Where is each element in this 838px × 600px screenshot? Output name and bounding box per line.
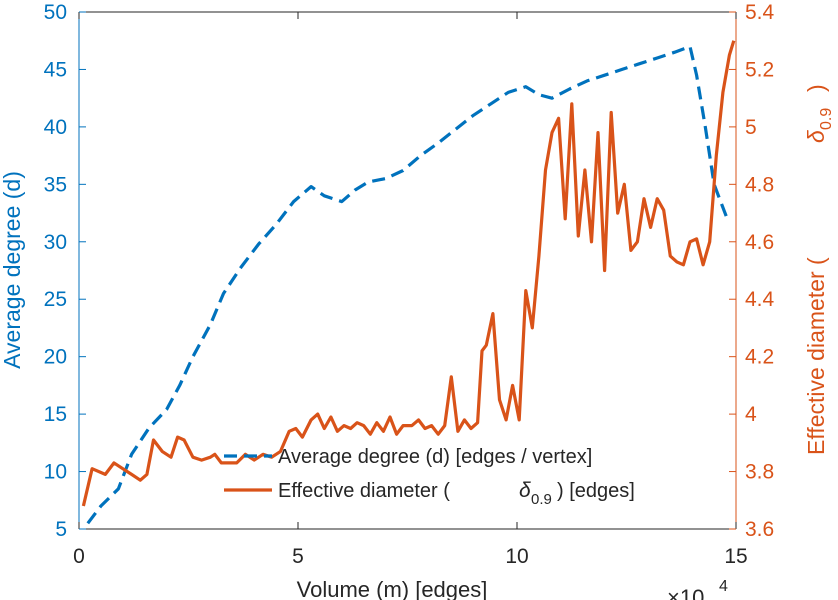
y-left-tick-label: 30 [44,231,67,254]
y-right-tick-label: 3.8 [745,461,774,484]
x-axis-exponent-base: ×10 [667,585,704,600]
x-tick-label: 15 [724,545,747,568]
y-left-axis-label: Average degree (d) [0,171,25,369]
average-degree-line [86,44,729,525]
y-left-tick-label: 50 [44,1,67,24]
x-tick-label: 5 [292,545,304,568]
x-tick-label: 10 [505,545,528,568]
y-right-tick-label: 4.6 [745,231,774,254]
y-left-tick-label: 5 [55,518,67,541]
legend-label-delta-symbol: δ [519,479,531,502]
y-right-tick-label: 3.6 [745,518,774,541]
y-right-axis-label-delta: δ [803,130,829,143]
y-right-axis-label-subscript: 0.9 [818,108,835,130]
y-left-tick-label: 15 [44,403,67,426]
y-left-tick-label: 40 [44,116,67,139]
axes-layer: 0 5 10 1551015202530354045503.63.844.24.44.… [44,1,775,568]
axis-labels: Volume (m) [edges] ×10 4 Average degree (d)… [0,84,835,600]
effective-diameter-line [81,40,736,507]
y-right-tick-label: 5.2 [745,58,774,81]
y-left-tick-label: 20 [44,346,67,369]
legend-label-effective-diameter-suffix: ) [edges] [557,480,635,502]
y-right-tick-label: 4.8 [745,173,774,196]
legend-label-average-degree: Average degree (d) [edges / vertex] [278,446,592,468]
y-right-axis-label-group: Effective diameter ( δ0.9) [803,84,835,455]
series-layer [81,40,736,525]
y-right-axis-label-prefix: Effective diameter ( [803,257,829,455]
y-right-tick-label: 4 [745,403,757,426]
plot-frame [78,11,737,530]
y-left-tick-label: 25 [44,288,67,311]
y-left-axis-label-group: Average degree (d) [0,171,25,369]
x-tick-label: 0 [73,545,85,568]
y-left-tick-label: 10 [44,461,67,484]
y-right-tick-label: 4.2 [745,346,774,369]
y-right-axis-label-suffix: ) [803,84,829,92]
y-right-tick-label: 4.4 [745,288,775,311]
x-axis-label: Volume (m) [edges] [297,577,488,600]
y-left-tick-label: 35 [44,173,67,196]
y-right-tick-label: 5 [745,116,757,139]
x-axis-exponent-power: 4 [719,578,728,595]
legend: Average degree (d) [edges / vertex] Effec… [224,446,635,508]
y-left-tick-label: 45 [44,58,67,81]
y-right-tick-label: 5.4 [745,1,775,24]
legend-label-delta-subscript: 0.9 [531,491,552,508]
legend-label-effective-diameter-prefix: Effective diameter ( [278,480,450,502]
